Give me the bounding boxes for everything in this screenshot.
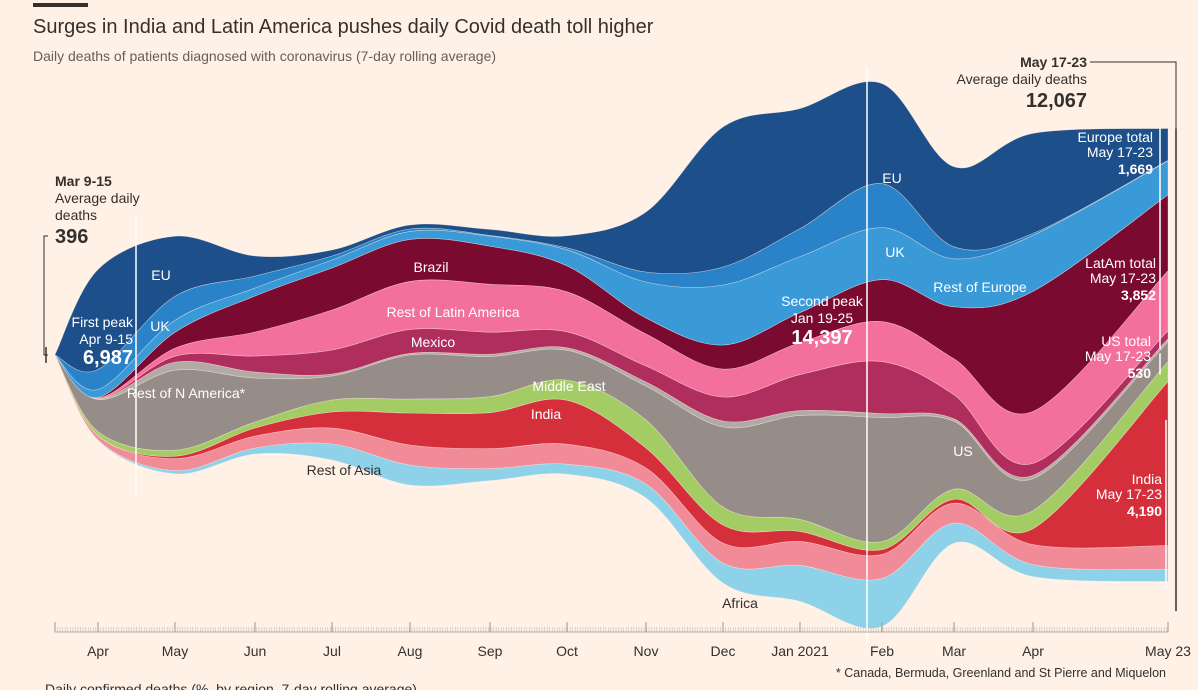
x-tick-label: Jun [244, 643, 267, 659]
annotation-value: 530 [1128, 365, 1152, 381]
annotation-value: 14,397 [791, 327, 852, 349]
series-label: Brazil [413, 259, 448, 275]
annotation-text: May 17-23 [1085, 348, 1151, 364]
series-label: EU [151, 267, 170, 283]
x-tick-label: Apr [87, 643, 109, 659]
annotation-text: May 17-23 [1020, 54, 1087, 70]
annotation-value: 12,067 [1026, 90, 1087, 112]
annotation-text: Second peak [781, 293, 864, 309]
series-label: UK [150, 318, 170, 334]
x-tick-label: Jul [323, 643, 341, 659]
annotation-value: 6,987 [83, 347, 133, 369]
annotation-text: Jan 19-25 [791, 310, 853, 326]
x-axis: Apr May Jun Jul Aug Sep Oct Nov Dec Jan 2021 Feb Ma… [54, 622, 1191, 659]
x-tick-label: Oct [556, 643, 578, 659]
series-label: Rest of N America* [127, 385, 246, 401]
annotations: Africa Rest of Asia India Middle East US Rest… [43, 54, 1177, 643]
series-label: Middle East [532, 378, 605, 394]
x-tick-label: Mar [942, 643, 966, 659]
series-label: Rest of Asia [307, 462, 382, 478]
annotation-text: Average daily deaths [957, 71, 1088, 87]
chart-subtitle: Daily deaths of patients diagnosed with … [33, 48, 496, 64]
header-bar [33, 3, 88, 7]
annotation-value: 396 [55, 226, 88, 248]
annotation-text: Average daily [55, 190, 140, 206]
x-tick-label: Sep [478, 643, 503, 659]
x-tick-label: May 23 [1145, 643, 1191, 659]
annotation-value: 3,852 [1121, 287, 1156, 303]
series-label: EU [882, 170, 901, 186]
annotation-text: India [1132, 471, 1163, 487]
annotation-text: May 17-23 [1087, 144, 1153, 160]
chart-title: Surges in India and Latin America pushes… [33, 16, 654, 38]
annotation-text: deaths [55, 207, 97, 223]
x-tick-label: Feb [870, 643, 894, 659]
connector [1090, 61, 1177, 129]
x-tick-label: Jan 2021 [771, 643, 829, 659]
annotation-text: Europe total [1078, 129, 1154, 145]
x-tick-label: Apr [1022, 643, 1044, 659]
series-label: Africa [722, 595, 758, 611]
next-chart-title: Daily confirmed deaths (%, by region, 7-… [45, 681, 417, 690]
x-tick-label: Dec [711, 643, 736, 659]
x-tick-label: Nov [634, 643, 659, 659]
x-tick-label: May [162, 643, 188, 659]
annotation-text: First peak [72, 314, 134, 330]
x-tick-label: Aug [398, 643, 423, 659]
connector [43, 235, 48, 356]
stream-layer [54, 81, 1169, 373]
series-label: US [953, 443, 972, 459]
footnote: * Canada, Bermuda, Greenland and St Pier… [836, 666, 1166, 680]
series-label: Mexico [411, 334, 456, 350]
series-label: India [531, 406, 562, 422]
annotation-text: May 17-23 [1090, 270, 1156, 286]
annotation-text: LatAm total [1085, 255, 1156, 271]
annotation-text: May 17-23 [1096, 486, 1162, 502]
annotation-text: Mar 9-15 [55, 173, 112, 189]
annotation-value: 1,669 [1118, 161, 1153, 177]
series-label: UK [885, 244, 905, 260]
series-label: Rest of Latin America [386, 304, 519, 320]
annotation-value: 4,190 [1127, 503, 1162, 519]
annotation-text: US total [1101, 333, 1151, 349]
series-label: Rest of Europe [933, 279, 1027, 295]
annotation-text: Apr 9-15 [79, 331, 133, 347]
stream-layers [54, 81, 1169, 629]
